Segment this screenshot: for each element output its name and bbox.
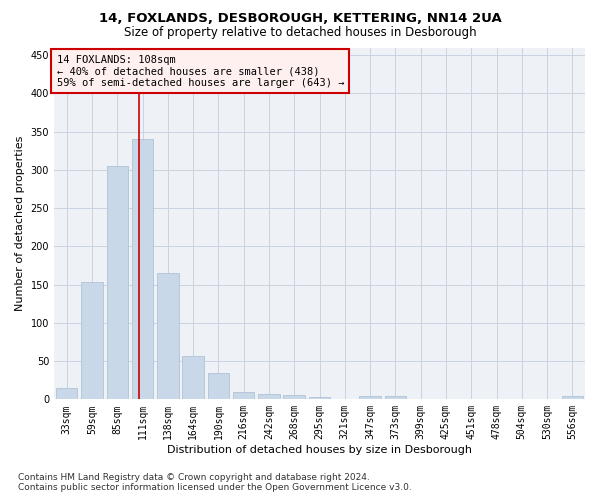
Bar (56, 388, 77, 400)
Text: Size of property relative to detached houses in Desborough: Size of property relative to detached ho… (124, 26, 476, 39)
Text: Contains HM Land Registry data © Crown copyright and database right 2024.
Contai: Contains HM Land Registry data © Crown c… (18, 473, 412, 492)
Bar (182, 356, 204, 400)
Bar (283, 394, 305, 400)
Y-axis label: Number of detached properties: Number of detached properties (15, 136, 25, 311)
Bar (208, 374, 229, 400)
Bar (385, 396, 406, 400)
Bar (233, 392, 254, 400)
Text: 14 FOXLANDS: 108sqm
← 40% of detached houses are smaller (438)
59% of semi-detac: 14 FOXLANDS: 108sqm ← 40% of detached ho… (56, 54, 344, 88)
Bar (81, 282, 103, 400)
Bar (309, 397, 330, 400)
Text: 14, FOXLANDS, DESBOROUGH, KETTERING, NN14 2UA: 14, FOXLANDS, DESBOROUGH, KETTERING, NN1… (98, 12, 502, 26)
Bar (258, 394, 280, 400)
Bar (132, 140, 153, 400)
Bar (157, 273, 179, 400)
Bar (107, 166, 128, 400)
Bar (359, 396, 381, 400)
Bar (562, 396, 583, 400)
X-axis label: Distribution of detached houses by size in Desborough: Distribution of detached houses by size … (167, 445, 472, 455)
